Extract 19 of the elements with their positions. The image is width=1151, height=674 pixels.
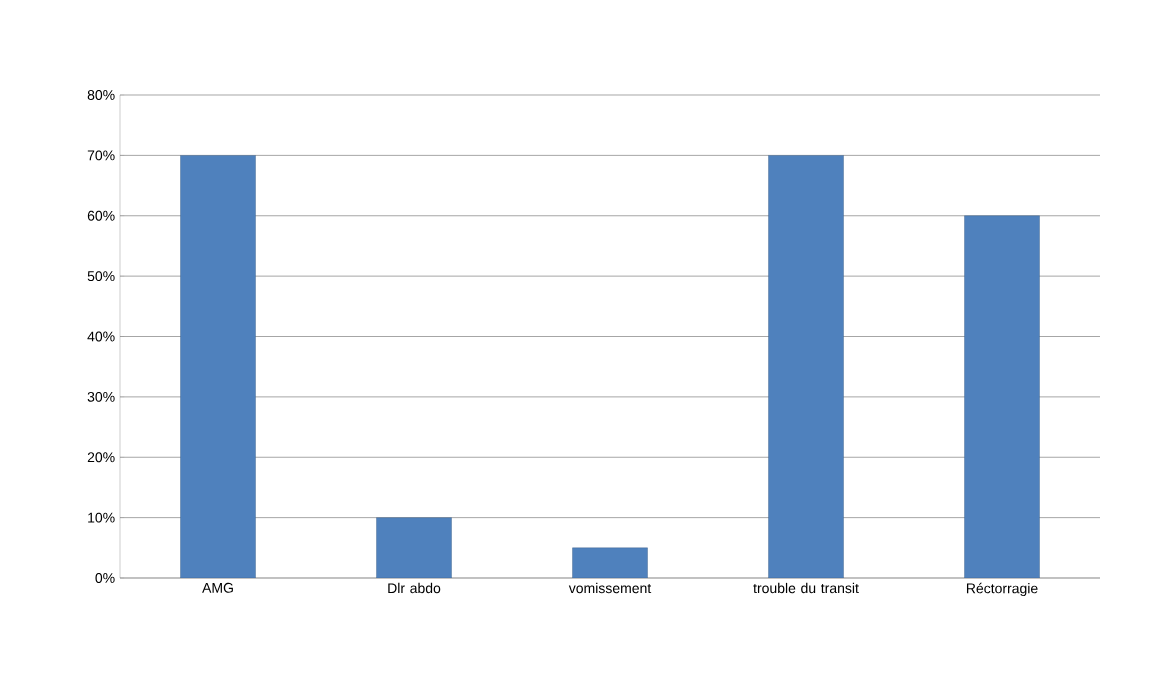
- y-tick-label: 70%: [87, 150, 115, 161]
- y-tick-label: 20%: [87, 452, 115, 463]
- bar: [572, 547, 648, 578]
- y-tick-label: 10%: [88, 512, 115, 523]
- y-tick-label: 40%: [87, 331, 115, 342]
- y-tick-label: 80%: [87, 90, 115, 100]
- y-tick-label: 30%: [87, 391, 115, 402]
- x-tick-label: AMG: [202, 582, 233, 593]
- x-tick-label: trouble du transit: [753, 582, 859, 594]
- y-tick-label: 50%: [87, 271, 115, 282]
- bar: [180, 155, 256, 578]
- x-tick-label: vomissement: [568, 582, 652, 594]
- bar: [768, 155, 844, 578]
- bar: [376, 517, 452, 578]
- bar: [964, 215, 1040, 578]
- x-tick-label: Réctorragie: [966, 582, 1038, 597]
- y-tick-label: 60%: [87, 210, 115, 221]
- x-tick-label: Dlr abdo: [388, 582, 441, 594]
- y-tick-label: 0%: [95, 573, 115, 583]
